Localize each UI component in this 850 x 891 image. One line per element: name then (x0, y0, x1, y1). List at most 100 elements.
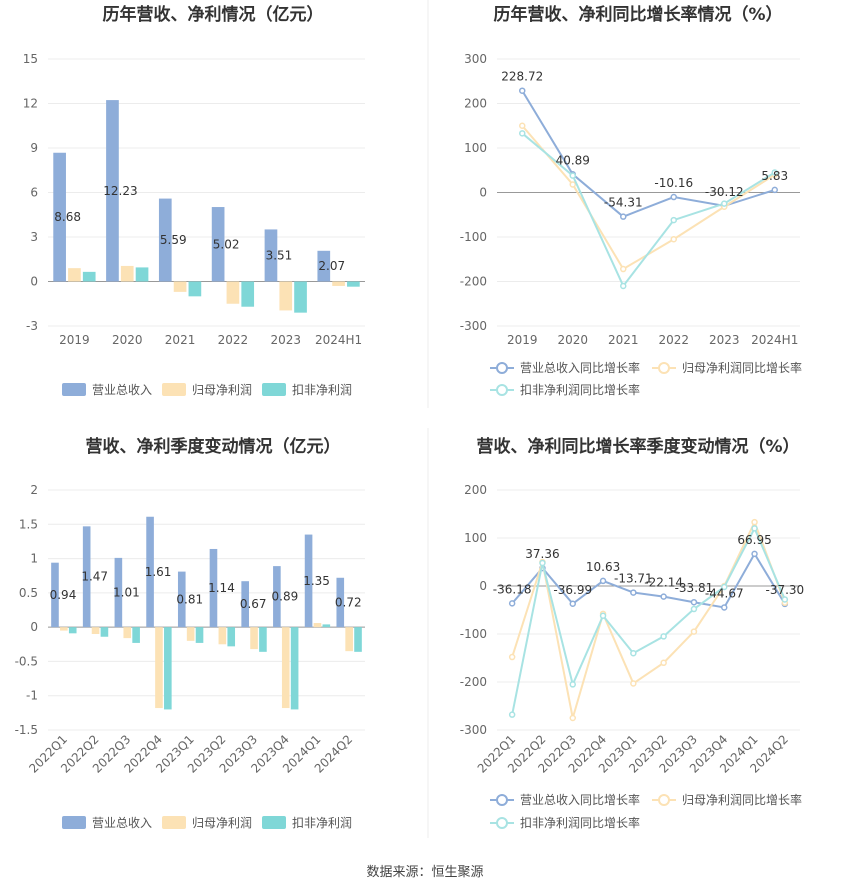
series-point (630, 680, 637, 687)
series-point (620, 213, 627, 220)
y-tick-label: 100 (464, 141, 487, 155)
legend-marker (496, 384, 508, 396)
bar-data-label: 0.81 (176, 592, 203, 606)
legend-label: 营业总收入同比增长率 (520, 792, 640, 807)
data-source-note: 数据来源：恒生聚源 (366, 865, 483, 880)
series-point (751, 550, 758, 558)
annual-revenue-profit-chart: 历年营收、净利情况（亿元） -3 0 3 6 9 12 15 2019 2020 2021 2022 2… (23, 4, 365, 397)
y-tick-label: 9 (30, 141, 38, 155)
legend-label: 归母净利润同比增长率 (682, 360, 802, 375)
legend-label: 归母净利润同比增长率 (682, 792, 802, 807)
line-data-label: -30.12 (705, 185, 744, 199)
series-point (599, 612, 607, 620)
bar-data-label: 0.89 (272, 590, 299, 604)
bar-revenue (53, 152, 66, 282)
series-point (508, 711, 516, 718)
line-data-label: -36.18 (493, 582, 532, 596)
legend-marker (658, 794, 670, 806)
series-point (569, 172, 576, 179)
legend-swatch (262, 816, 286, 829)
bar-deducted-profit (290, 627, 299, 710)
legend-swatch (62, 383, 86, 396)
bar-deducted-profit (135, 267, 149, 282)
y-tick-label: -100 (460, 230, 487, 244)
bar-net-profit (250, 627, 258, 650)
series-point (539, 559, 546, 567)
legend-label: 营业总收入 (92, 816, 152, 830)
legend-label: 扣非净利润同比增长率 (520, 815, 640, 830)
y-tick-label: 15 (23, 52, 38, 66)
series-point (660, 633, 667, 640)
chart-title: 营收、净利季度变动情况（亿元） (86, 436, 341, 457)
line-data-label: -54.31 (604, 196, 643, 210)
y-tick-label: -300 (460, 319, 487, 333)
series-point (569, 181, 576, 188)
bar-deducted-profit (132, 627, 140, 643)
y-tick-label: -300 (460, 723, 487, 737)
bar-net-profit (281, 627, 290, 709)
series-line (511, 526, 786, 715)
y-tick-label: 0.5 (19, 586, 38, 600)
line-data-label: 37.36 (525, 547, 559, 561)
bar-data-label: 0.67 (240, 597, 267, 611)
bar-data-label: 1.35 (303, 574, 330, 588)
legend-swatch (262, 383, 286, 396)
x-tick-label: 2020 (112, 333, 143, 347)
bar-revenue (241, 581, 249, 628)
series-point (519, 130, 526, 137)
legend-label: 归母净利润 (192, 816, 252, 830)
y-tick-label: -200 (460, 275, 487, 289)
bar-revenue (209, 548, 218, 628)
legend-label: 扣非净利润 (292, 383, 352, 397)
bar-deducted-profit (322, 624, 331, 628)
x-tick-label: 2023 (709, 333, 740, 347)
bar-net-profit (173, 281, 187, 292)
x-tick-label: 2019 (507, 333, 538, 347)
series-point (660, 593, 667, 600)
series-point (519, 122, 526, 129)
bar-revenue (114, 557, 123, 628)
y-tick-label: 200 (464, 97, 487, 111)
bar-deducted-profit (188, 281, 202, 297)
bar-revenue (317, 250, 331, 282)
bar-revenue (158, 198, 172, 282)
bar-data-label: 1.47 (81, 570, 108, 584)
series-point (519, 87, 526, 94)
bar-data-label: 12.23 (103, 184, 137, 198)
bar-net-profit (68, 268, 81, 282)
series-point (508, 653, 516, 661)
bar-deducted-profit (195, 627, 204, 643)
line-data-label: -33.81 (675, 581, 714, 595)
bar-net-profit (186, 627, 195, 641)
series-point (630, 589, 637, 596)
bar-deducted-profit (82, 271, 96, 282)
series-line (521, 132, 776, 288)
bar-revenue (304, 534, 313, 628)
y-tick-label: 1.5 (19, 517, 38, 531)
x-tick-label: 2020 (557, 333, 588, 347)
legend-swatch (162, 816, 186, 829)
quarterly-revenue-profit-chart: 营收、净利季度变动情况（亿元）-1.5-1-0.500.511.522022Q1… (15, 436, 365, 830)
series-point (781, 596, 789, 603)
series-line (511, 519, 786, 719)
bar-revenue (336, 577, 345, 628)
series-point (508, 600, 516, 607)
bar-revenue (273, 566, 281, 628)
x-tick-label: 2021 (165, 333, 196, 347)
bar-deducted-profit (294, 281, 307, 313)
bar-data-label: 5.02 (213, 237, 240, 251)
bar-deducted-profit (259, 627, 267, 652)
x-tick-label: 2019 (59, 333, 90, 347)
x-tick-label: 2022 (218, 333, 249, 347)
annual-growth-rate-chart: 历年营收、净利同比增长率情况（%） -300 -200 -100 0 100 200 300 2… (460, 4, 802, 397)
chart-title: 营收、净利同比增长率季度变动情况（%） (476, 436, 799, 457)
line-data-label: -13.71 (614, 572, 653, 586)
x-tick-label: 2024H1 (751, 333, 798, 347)
bar-revenue (82, 526, 91, 628)
series-point (771, 186, 778, 194)
bar-data-label: 2.07 (318, 259, 345, 273)
legend-label: 扣非净利润 (292, 816, 352, 830)
x-tick-label: 2022 (658, 333, 689, 347)
bar-net-profit (313, 623, 322, 628)
bar-revenue (264, 229, 278, 282)
